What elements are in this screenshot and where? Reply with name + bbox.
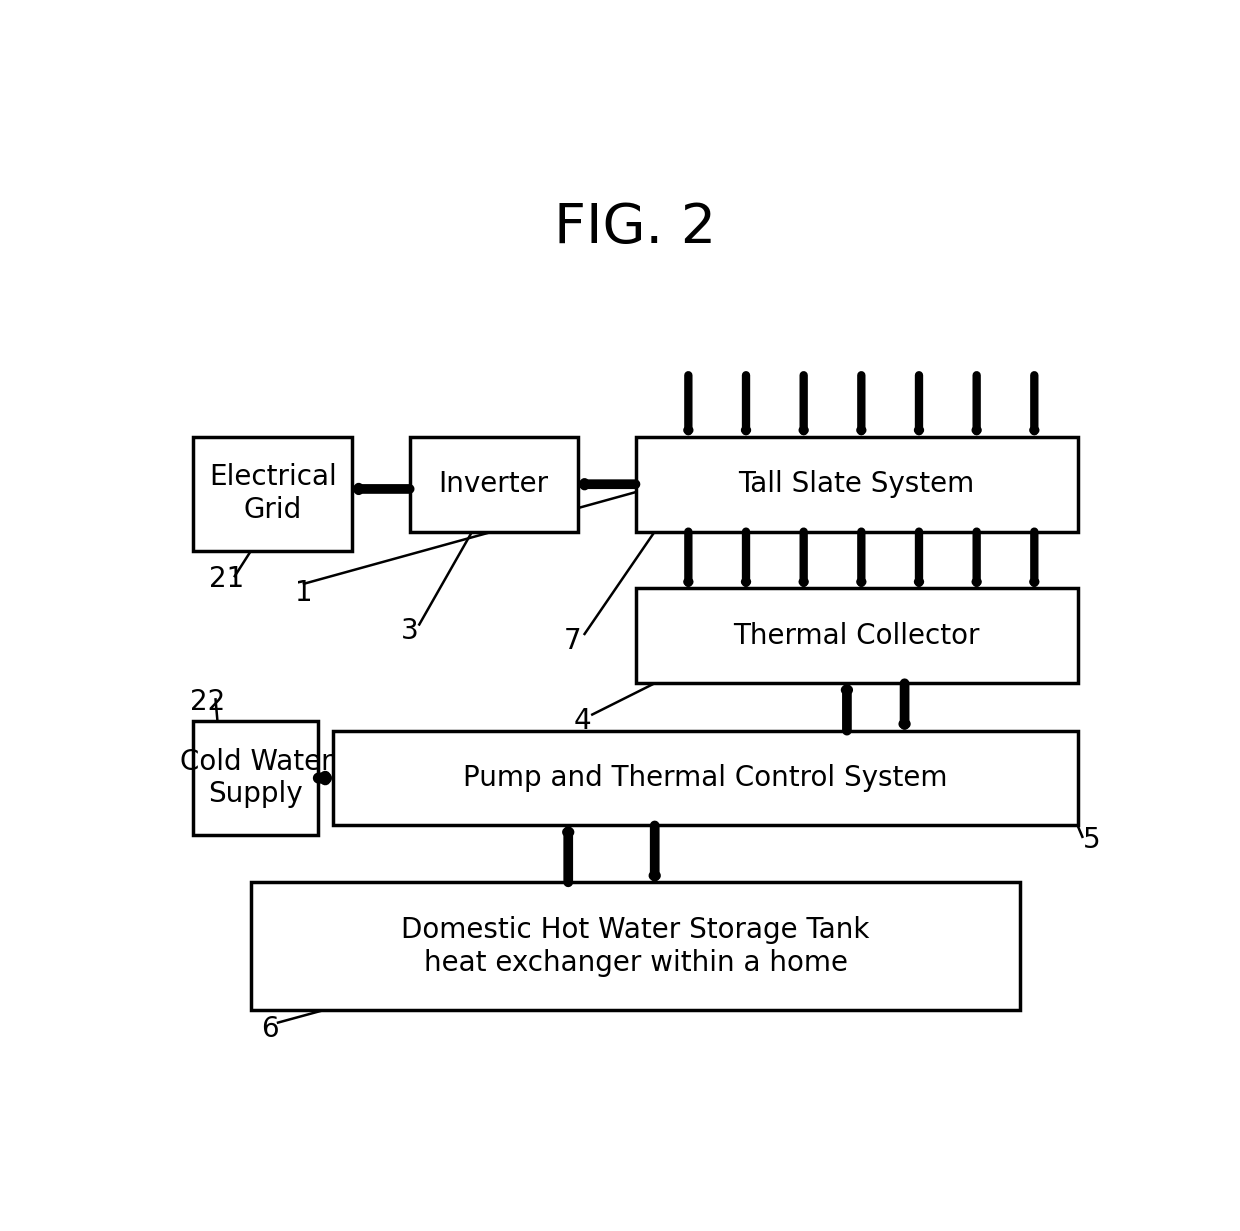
Text: 4: 4 — [574, 707, 591, 735]
Text: Pump and Thermal Control System: Pump and Thermal Control System — [463, 764, 947, 792]
FancyBboxPatch shape — [332, 731, 1078, 826]
FancyBboxPatch shape — [409, 437, 578, 532]
Text: 1: 1 — [295, 580, 312, 607]
Text: 6: 6 — [262, 1016, 279, 1043]
FancyBboxPatch shape — [193, 721, 319, 835]
FancyBboxPatch shape — [250, 883, 1019, 1011]
Text: Inverter: Inverter — [439, 470, 549, 499]
FancyBboxPatch shape — [635, 588, 1078, 683]
Text: 7: 7 — [564, 627, 582, 655]
Text: Domestic Hot Water Storage Tank
heat exchanger within a home: Domestic Hot Water Storage Tank heat exc… — [402, 916, 869, 976]
FancyBboxPatch shape — [193, 437, 352, 550]
Text: 3: 3 — [401, 617, 419, 645]
Text: Electrical
Grid: Electrical Grid — [208, 464, 336, 524]
FancyBboxPatch shape — [635, 437, 1078, 532]
Text: Cold Water
Supply: Cold Water Supply — [180, 748, 332, 809]
Text: 5: 5 — [1084, 826, 1101, 853]
Text: 22: 22 — [190, 688, 226, 716]
Text: FIG. 2: FIG. 2 — [554, 202, 717, 255]
Text: 21: 21 — [210, 565, 244, 593]
Text: Thermal Collector: Thermal Collector — [733, 622, 980, 650]
Text: Tall Slate System: Tall Slate System — [738, 470, 975, 499]
